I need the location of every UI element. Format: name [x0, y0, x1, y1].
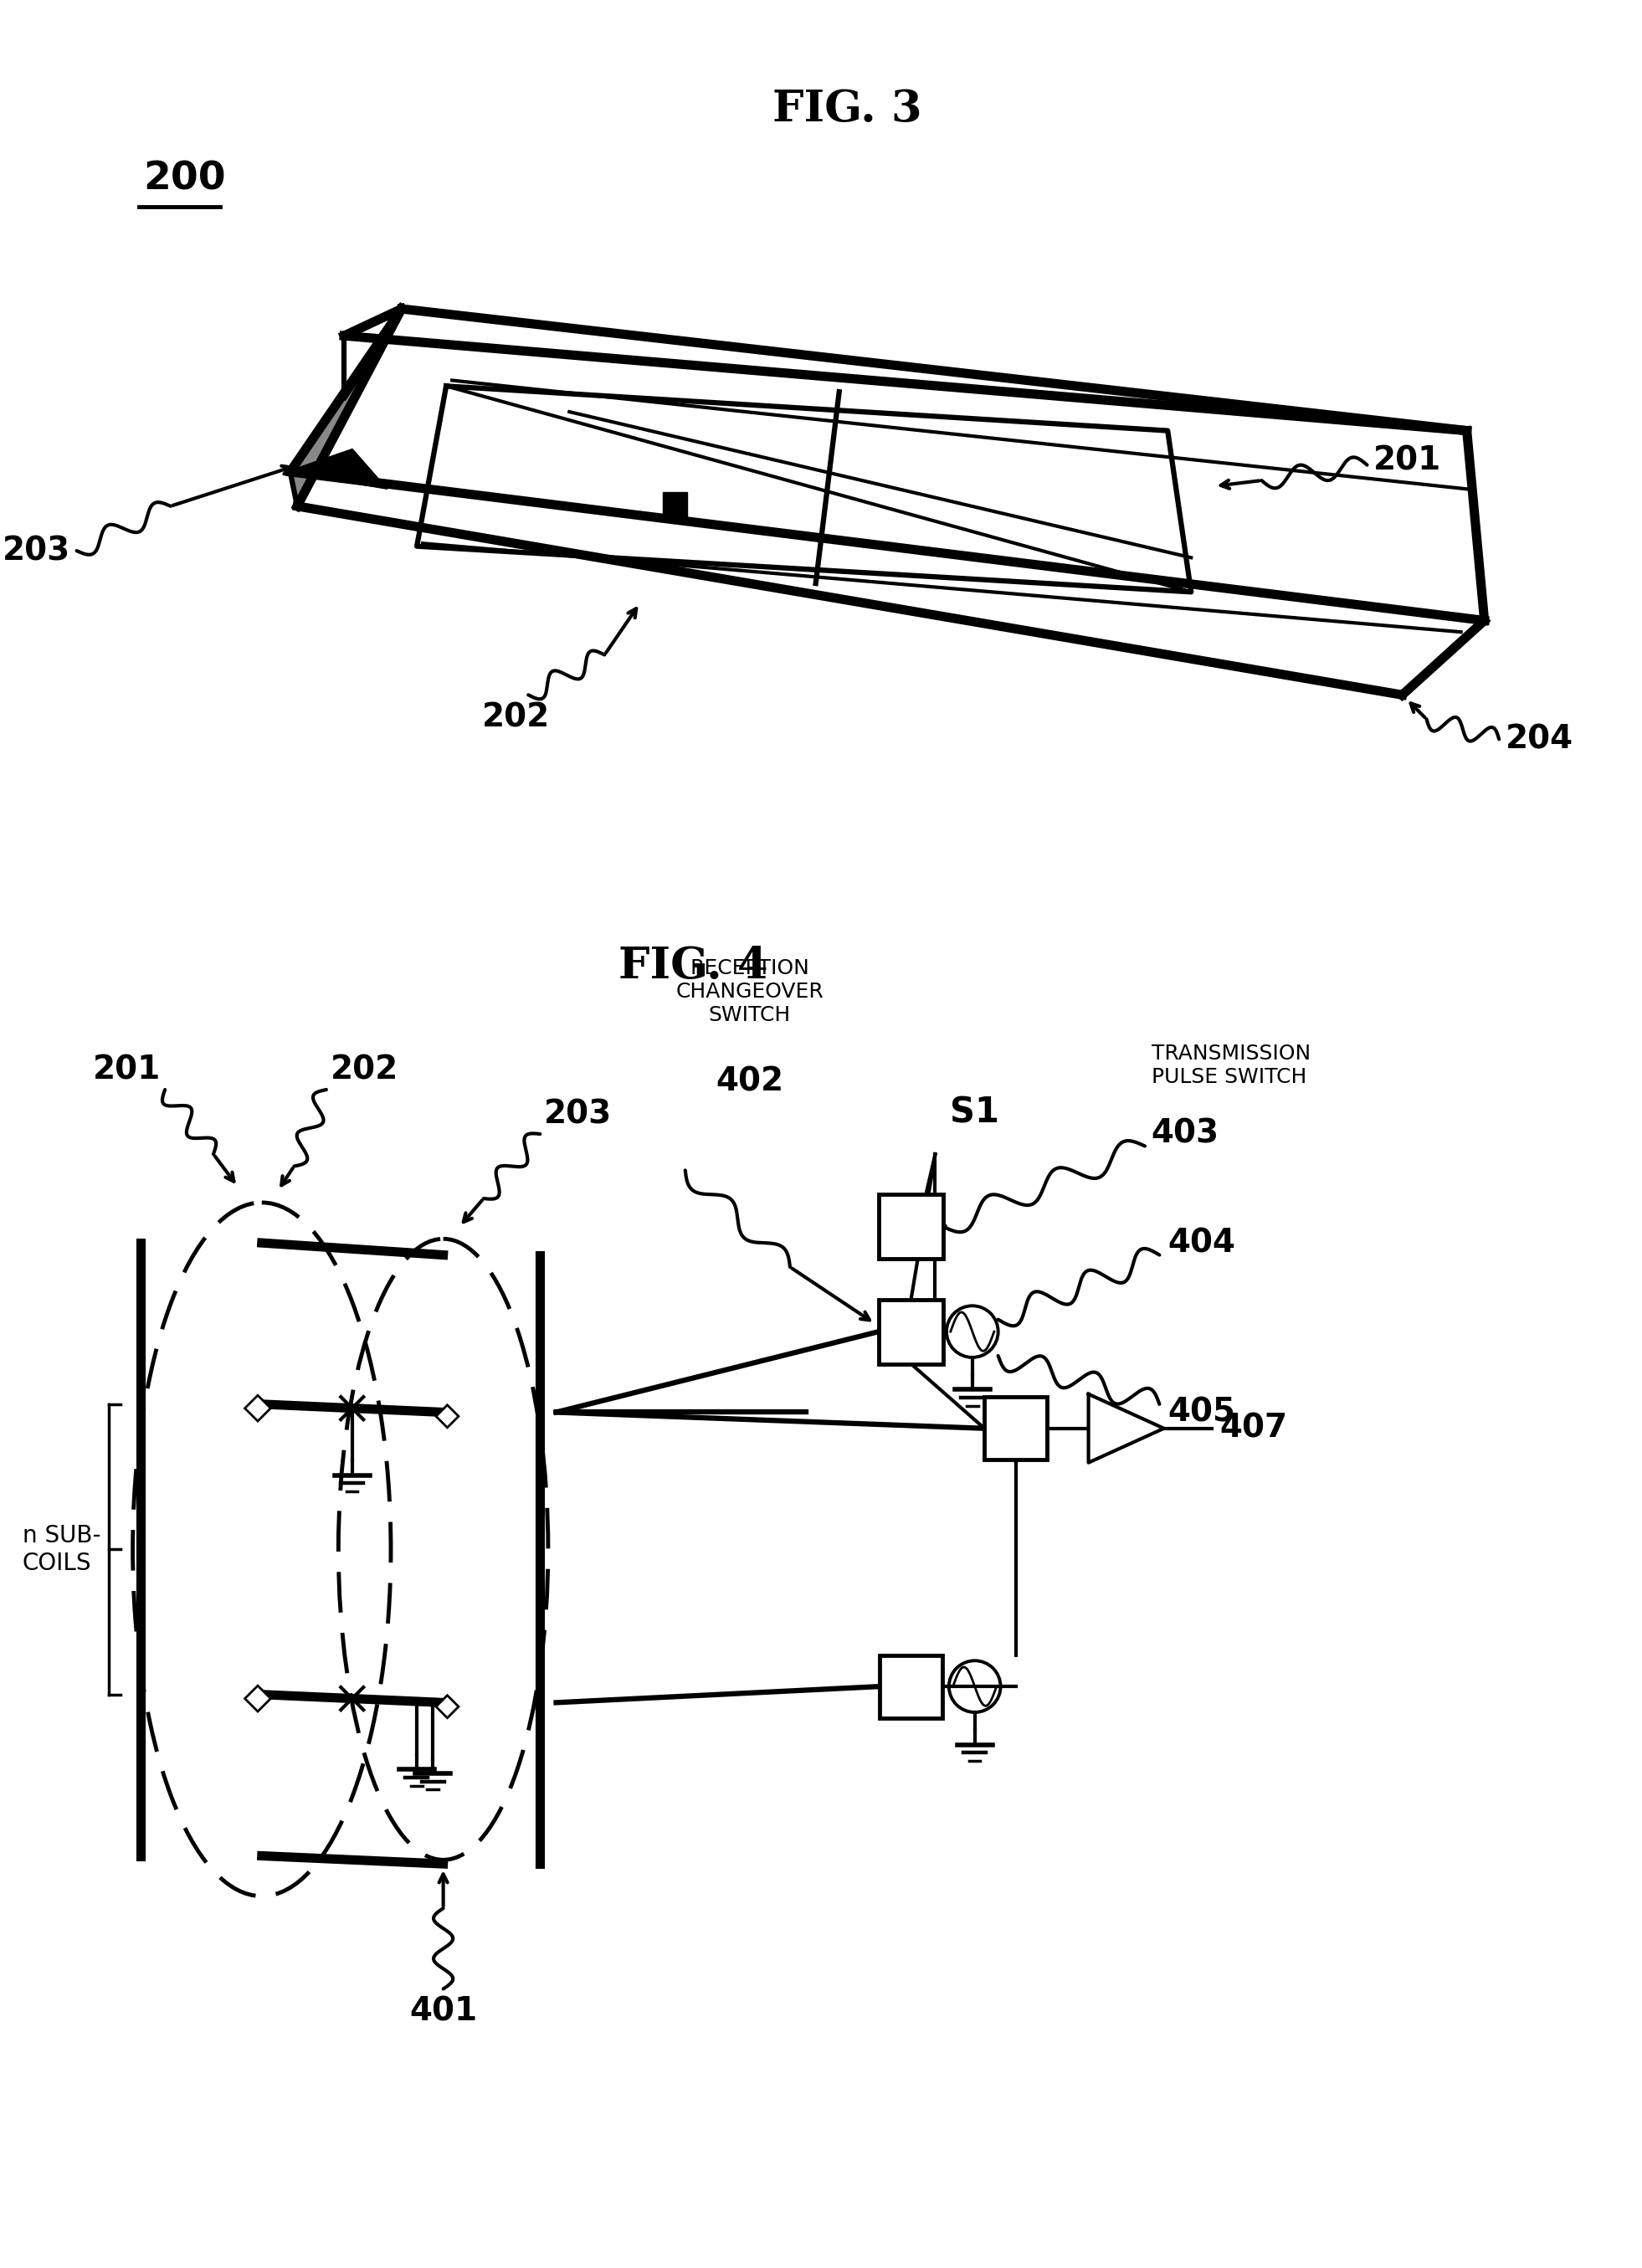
Bar	[878, 1300, 943, 1363]
Text: S1: S1	[949, 1095, 998, 1129]
Polygon shape	[417, 386, 1190, 592]
Polygon shape	[437, 1696, 458, 1717]
Text: TRANSMISSION
PULSE SWITCH: TRANSMISSION PULSE SWITCH	[1151, 1043, 1310, 1086]
Text: FIG. 3: FIG. 3	[773, 88, 923, 132]
Text: 403: 403	[1151, 1118, 1220, 1150]
Text: 203: 203	[2, 535, 71, 567]
Text: FIG. 4: FIG. 4	[619, 943, 768, 987]
Text: 201: 201	[94, 1055, 161, 1086]
Text: 404: 404	[1167, 1227, 1235, 1259]
Polygon shape	[291, 308, 402, 506]
Bar	[985, 1397, 1048, 1461]
Text: 407: 407	[1220, 1413, 1287, 1445]
Text: n SUB-
COILS: n SUB- COILS	[23, 1524, 100, 1574]
Text: 204: 204	[1506, 723, 1573, 755]
Polygon shape	[1089, 1395, 1164, 1463]
Text: 203: 203	[544, 1098, 612, 1129]
Text: RECEPTION
CHANGEOVER
SWITCH: RECEPTION CHANGEOVER SWITCH	[677, 959, 824, 1025]
Text: 201: 201	[1374, 445, 1442, 476]
Text: 202: 202	[330, 1055, 399, 1086]
Text: 202: 202	[483, 701, 550, 733]
Polygon shape	[437, 1404, 458, 1427]
Bar	[878, 1195, 943, 1259]
Polygon shape	[286, 449, 388, 490]
Text: 402: 402	[716, 1066, 783, 1098]
Polygon shape	[663, 492, 686, 517]
Polygon shape	[345, 308, 402, 395]
Polygon shape	[245, 1685, 271, 1712]
Text: 401: 401	[409, 1996, 478, 2028]
Polygon shape	[245, 1395, 271, 1422]
Bar	[880, 1656, 943, 1717]
Text: 200: 200	[143, 161, 227, 197]
Text: 405: 405	[1167, 1397, 1235, 1429]
